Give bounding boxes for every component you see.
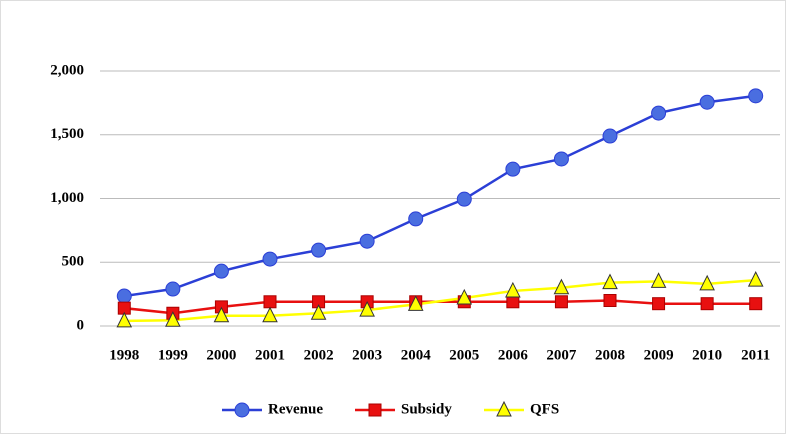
data-point [213,306,230,323]
x-tick-label: 2006 [498,347,529,363]
data-point [554,295,568,309]
x-tick-label: 2003 [352,347,382,363]
legend-marker [368,403,382,417]
data-point [165,311,181,327]
legend-marker [234,402,250,418]
x-tick-label: 2005 [449,347,479,363]
x-tick-label: 1998 [109,347,139,363]
x-tick-label: 2008 [595,347,625,363]
data-point [311,242,327,258]
y-tick-label: 2,000 [50,62,84,78]
data-point [602,273,618,290]
data-point [165,281,181,297]
x-tick-label: 2000 [206,347,236,363]
x-tick-label: 1999 [158,347,188,363]
data-point [213,263,229,279]
x-tick-label: 2009 [644,347,674,363]
data-point [408,211,424,227]
y-tick-label: 500 [62,254,85,270]
data-point [699,274,715,291]
data-point [603,294,617,307]
legend-label: Subsidy [401,401,452,417]
y-tick-label: 1,500 [50,126,84,142]
data-point [505,281,521,298]
data-point [116,288,132,304]
data-point [747,270,764,287]
data-point [553,151,569,167]
data-point [359,300,375,317]
legend-marker [496,400,512,417]
data-point [116,311,133,328]
x-tick-label: 2011 [741,347,770,363]
x-tick-label: 2010 [692,347,722,363]
data-point [506,295,520,309]
x-tick-label: 2001 [255,347,285,363]
data-point [748,88,764,104]
y-tick-label: 1,000 [50,190,84,206]
data-point [602,128,618,144]
data-point [651,105,667,121]
data-point [456,288,473,305]
y-tick-label: 0 [77,317,85,333]
x-tick-label: 2004 [401,347,432,363]
data-point [407,295,424,311]
data-point [262,251,278,267]
data-point [456,191,472,207]
data-point [700,297,714,311]
data-point [359,233,375,249]
data-point [749,297,763,311]
data-point [650,272,667,288]
data-point [505,161,521,177]
data-point [652,297,666,311]
legend-label: Revenue [268,401,323,417]
series-line [124,278,756,323]
legend-label: QFS [530,401,559,417]
x-tick-label: 2007 [546,347,577,363]
data-point [263,295,277,309]
data-point [262,306,278,323]
series-line [124,94,756,298]
data-point [699,94,715,110]
data-point [310,304,327,320]
data-point [553,278,570,295]
x-tick-label: 2002 [304,347,334,363]
